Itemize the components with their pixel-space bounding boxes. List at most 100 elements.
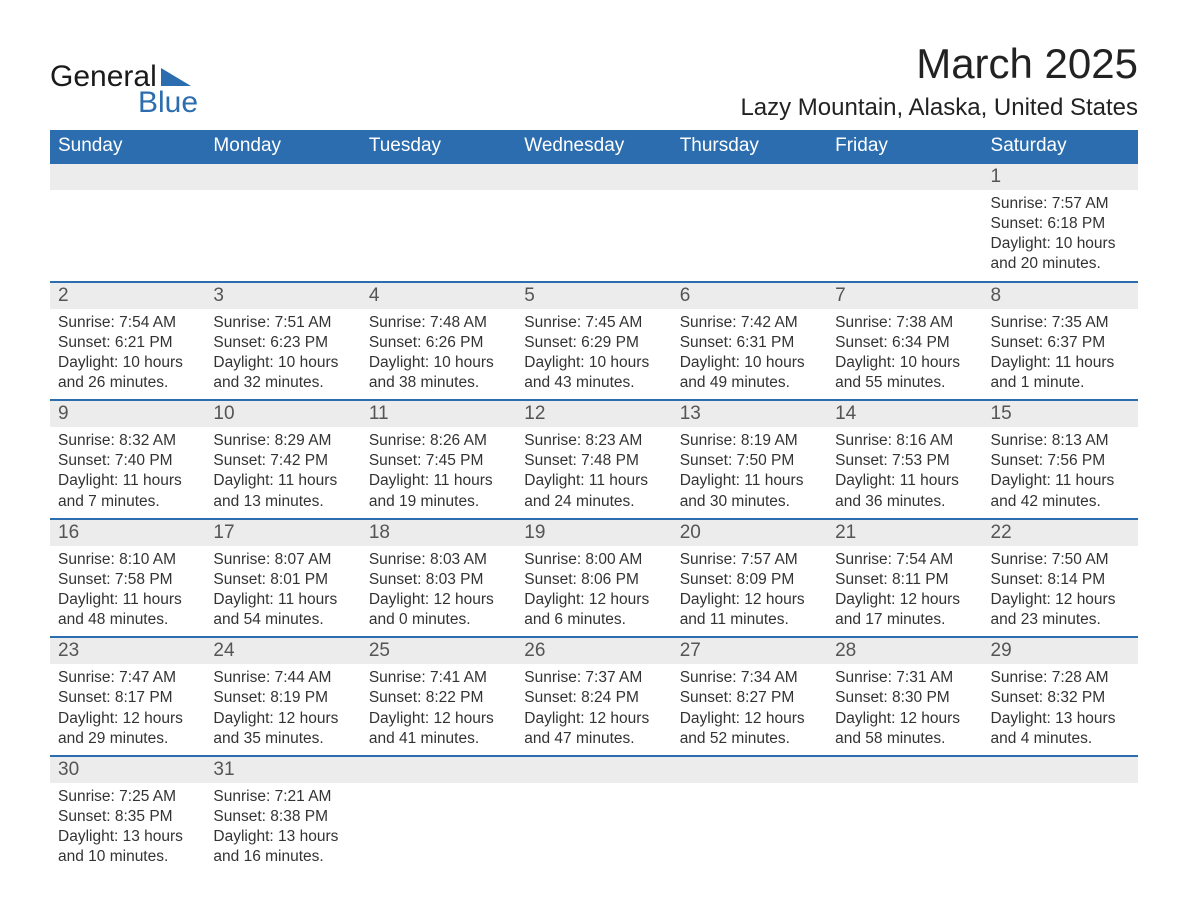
sunrise-text: Sunrise: 7:51 AM — [213, 313, 352, 333]
daylight-line2: and 4 minutes. — [991, 729, 1130, 749]
daylight-line1: Daylight: 11 hours — [835, 471, 974, 491]
col-monday: Monday — [205, 130, 360, 163]
daylight-line2: and 43 minutes. — [524, 373, 663, 393]
day-number: 18 — [361, 519, 516, 546]
day-cell: Sunrise: 8:23 AMSunset: 7:48 PMDaylight:… — [516, 427, 671, 519]
daylight-line1: Daylight: 10 hours — [369, 353, 508, 373]
day-cell: Sunrise: 7:37 AMSunset: 8:24 PMDaylight:… — [516, 664, 671, 756]
header: General Blue March 2025 Lazy Mountain, A… — [50, 40, 1138, 122]
sunrise-text: Sunrise: 7:28 AM — [991, 668, 1130, 688]
sunset-text: Sunset: 6:29 PM — [524, 333, 663, 353]
day-data-row: Sunrise: 7:57 AMSunset: 6:18 PMDaylight:… — [50, 190, 1138, 282]
sunset-text: Sunset: 6:26 PM — [369, 333, 508, 353]
day-number: 31 — [205, 756, 360, 783]
title-block: March 2025 Lazy Mountain, Alaska, United… — [740, 40, 1138, 122]
sunrise-text: Sunrise: 7:31 AM — [835, 668, 974, 688]
daylight-line2: and 36 minutes. — [835, 492, 974, 512]
day-number: 3 — [205, 282, 360, 309]
daylight-line2: and 10 minutes. — [58, 847, 197, 867]
logo-word2: Blue — [138, 86, 198, 120]
calendar-body: 1 Sunrise: 7:57 AMSunset: 6:18 PMDayligh… — [50, 163, 1138, 873]
daylight-line2: and 30 minutes. — [680, 492, 819, 512]
daylight-line2: and 55 minutes. — [835, 373, 974, 393]
page-title: March 2025 — [740, 40, 1138, 88]
sunrise-text: Sunrise: 7:42 AM — [680, 313, 819, 333]
header-row: Sunday Monday Tuesday Wednesday Thursday… — [50, 130, 1138, 163]
day-cell: Sunrise: 7:35 AMSunset: 6:37 PMDaylight:… — [983, 309, 1138, 401]
location: Lazy Mountain, Alaska, United States — [740, 94, 1138, 122]
daylight-line2: and 54 minutes. — [213, 610, 352, 630]
daylight-line2: and 19 minutes. — [369, 492, 508, 512]
sunrise-text: Sunrise: 8:13 AM — [991, 431, 1130, 451]
logo: General Blue — [50, 60, 198, 120]
day-cell — [827, 783, 982, 874]
daylight-line2: and 32 minutes. — [213, 373, 352, 393]
sunrise-text: Sunrise: 7:50 AM — [991, 550, 1130, 570]
day-number: 6 — [672, 282, 827, 309]
day-cell: Sunrise: 7:44 AMSunset: 8:19 PMDaylight:… — [205, 664, 360, 756]
day-cell: Sunrise: 7:45 AMSunset: 6:29 PMDaylight:… — [516, 309, 671, 401]
day-data-row: Sunrise: 8:10 AMSunset: 7:58 PMDaylight:… — [50, 546, 1138, 638]
day-cell: Sunrise: 7:48 AMSunset: 6:26 PMDaylight:… — [361, 309, 516, 401]
daylight-line1: Daylight: 12 hours — [369, 590, 508, 610]
daylight-line1: Daylight: 11 hours — [991, 471, 1130, 491]
daylight-line2: and 35 minutes. — [213, 729, 352, 749]
daylight-line2: and 29 minutes. — [58, 729, 197, 749]
day-number: 30 — [50, 756, 205, 783]
sunrise-text: Sunrise: 8:23 AM — [524, 431, 663, 451]
day-number: 21 — [827, 519, 982, 546]
daylight-line2: and 26 minutes. — [58, 373, 197, 393]
col-thursday: Thursday — [672, 130, 827, 163]
daylight-line2: and 13 minutes. — [213, 492, 352, 512]
day-cell: Sunrise: 7:54 AMSunset: 6:21 PMDaylight:… — [50, 309, 205, 401]
day-cell: Sunrise: 7:57 AMSunset: 8:09 PMDaylight:… — [672, 546, 827, 638]
daylight-line1: Daylight: 11 hours — [213, 590, 352, 610]
daylight-line2: and 49 minutes. — [680, 373, 819, 393]
day-cell: Sunrise: 7:31 AMSunset: 8:30 PMDaylight:… — [827, 664, 982, 756]
sunrise-text: Sunrise: 7:21 AM — [213, 787, 352, 807]
day-number: 25 — [361, 637, 516, 664]
sunset-text: Sunset: 8:03 PM — [369, 570, 508, 590]
day-data-row: Sunrise: 7:47 AMSunset: 8:17 PMDaylight:… — [50, 664, 1138, 756]
day-number: 11 — [361, 400, 516, 427]
sunset-text: Sunset: 8:24 PM — [524, 688, 663, 708]
sunrise-text: Sunrise: 8:29 AM — [213, 431, 352, 451]
day-cell: Sunrise: 8:16 AMSunset: 7:53 PMDaylight:… — [827, 427, 982, 519]
day-cell: Sunrise: 7:47 AMSunset: 8:17 PMDaylight:… — [50, 664, 205, 756]
col-saturday: Saturday — [983, 130, 1138, 163]
col-sunday: Sunday — [50, 130, 205, 163]
day-cell — [672, 783, 827, 874]
day-number — [983, 756, 1138, 783]
daylight-line2: and 23 minutes. — [991, 610, 1130, 630]
daylight-line1: Daylight: 12 hours — [524, 590, 663, 610]
col-wednesday: Wednesday — [516, 130, 671, 163]
daylight-line2: and 24 minutes. — [524, 492, 663, 512]
daylight-line1: Daylight: 11 hours — [369, 471, 508, 491]
sunset-text: Sunset: 8:22 PM — [369, 688, 508, 708]
day-number: 4 — [361, 282, 516, 309]
day-cell: Sunrise: 8:32 AMSunset: 7:40 PMDaylight:… — [50, 427, 205, 519]
day-number — [50, 163, 205, 190]
day-cell: Sunrise: 8:29 AMSunset: 7:42 PMDaylight:… — [205, 427, 360, 519]
sunset-text: Sunset: 8:30 PM — [835, 688, 974, 708]
sunset-text: Sunset: 6:18 PM — [991, 214, 1130, 234]
day-number — [205, 163, 360, 190]
day-number — [672, 756, 827, 783]
day-number-row: 16171819202122 — [50, 519, 1138, 546]
day-cell: Sunrise: 8:26 AMSunset: 7:45 PMDaylight:… — [361, 427, 516, 519]
daylight-line2: and 47 minutes. — [524, 729, 663, 749]
sunset-text: Sunset: 7:58 PM — [58, 570, 197, 590]
sunrise-text: Sunrise: 7:34 AM — [680, 668, 819, 688]
sunrise-text: Sunrise: 8:07 AM — [213, 550, 352, 570]
daylight-line1: Daylight: 11 hours — [58, 471, 197, 491]
day-cell: Sunrise: 8:00 AMSunset: 8:06 PMDaylight:… — [516, 546, 671, 638]
sunset-text: Sunset: 7:40 PM — [58, 451, 197, 471]
day-number — [516, 756, 671, 783]
sunset-text: Sunset: 6:37 PM — [991, 333, 1130, 353]
sunrise-text: Sunrise: 7:57 AM — [991, 194, 1130, 214]
day-number: 23 — [50, 637, 205, 664]
sunrise-text: Sunrise: 7:41 AM — [369, 668, 508, 688]
sunrise-text: Sunrise: 7:57 AM — [680, 550, 819, 570]
day-number: 5 — [516, 282, 671, 309]
sunset-text: Sunset: 8:17 PM — [58, 688, 197, 708]
